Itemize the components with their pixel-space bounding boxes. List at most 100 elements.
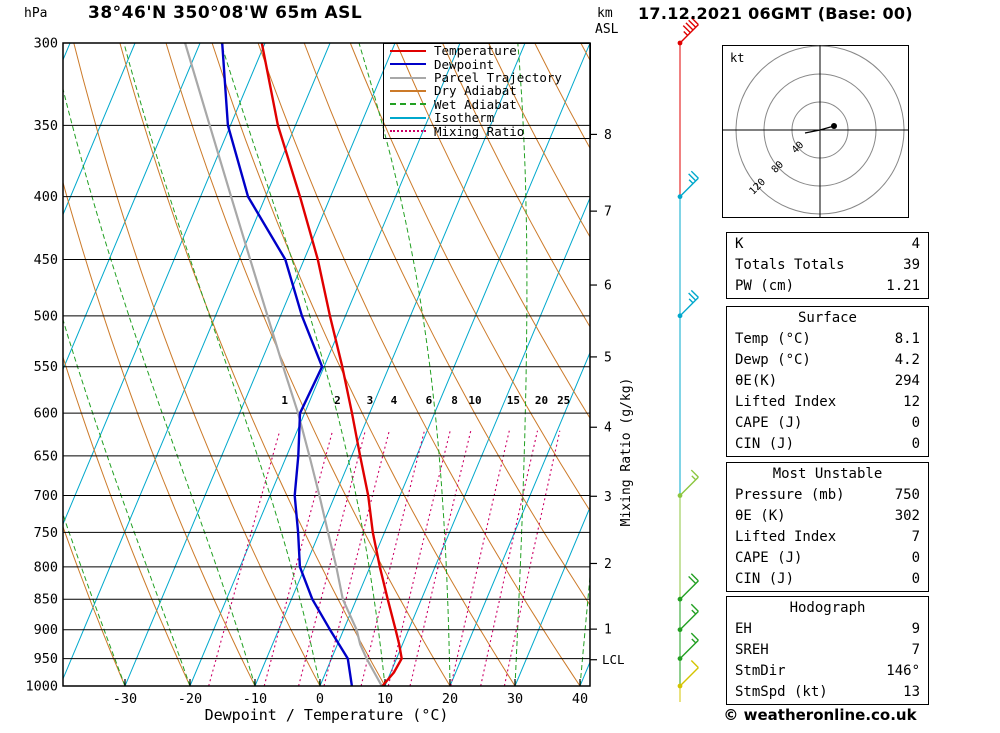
svg-text:2: 2 [604,557,612,572]
row-value: 13 [903,684,920,700]
row-label: Dewp (°C) [735,352,811,368]
table-header: Surface [797,310,857,326]
legend-row: Wet Adiabat [384,98,590,111]
table-row: Lifted Index 7 [727,527,928,548]
hodograph-unit-label: kt [730,51,744,65]
svg-text:1: 1 [604,623,612,638]
svg-text:20: 20 [442,691,458,707]
legend: Temperature Dewpoint Parcel Trajectory Dry … [383,43,591,139]
svg-text:25: 25 [557,394,570,407]
row-value: 294 [894,373,920,389]
skewt-chart: 1 2 3 4 6 8 10 15 20 2530035040045050055060065070… [25,17,699,707]
chart-background-lines [63,43,590,686]
svg-text:300: 300 [34,36,58,52]
svg-text:900: 900 [34,622,58,638]
svg-text:10: 10 [377,691,393,707]
svg-text:-20: -20 [178,691,202,707]
row-value: 750 [894,487,920,503]
table-row: CIN (J) 0 [727,569,928,590]
svg-text:800: 800 [34,559,58,575]
row-label: CAPE (J) [735,415,803,431]
table-row: StmDir 146° [727,661,928,682]
svg-text:0: 0 [316,691,324,707]
row-value: 8.1 [894,331,920,347]
row-label: Temp (°C) [735,331,811,347]
legend-label: Temperature [434,43,517,59]
svg-text:600: 600 [34,406,58,422]
row-label: θE (K) [735,508,786,524]
svg-text:7: 7 [604,205,612,220]
mixing-ratio-labels: 1 2 3 4 6 8 10 15 20 25 [281,394,570,407]
row-value: 12 [903,394,920,410]
table-row: CAPE (J) 0 [727,413,928,434]
row-value: 0 [911,436,920,452]
plot-border [62,42,591,687]
svg-text:2: 2 [334,394,341,407]
row-label: SREH [735,642,769,658]
datetime-title: 17.12.2021 06GMT (Base: 00) [638,4,913,23]
svg-text:550: 550 [34,359,58,375]
svg-text:4: 4 [391,394,398,407]
table-row: CAPE (J) 0 [727,548,928,569]
sounding-profiles [184,43,403,686]
svg-text:LCL: LCL [602,652,625,667]
row-value: 7 [911,642,920,658]
pressure-axis-unit: hPa [24,6,48,21]
svg-text:1: 1 [281,394,288,407]
legend-row: Temperature [384,44,590,57]
svg-text:30: 30 [507,691,523,707]
svg-text:8: 8 [451,394,458,407]
legend-row: Isotherm [384,111,590,124]
row-value: 146° [886,663,920,679]
table-row: θE (K) 302 [727,506,928,527]
row-label: StmDir [735,663,786,679]
row-value: 7 [911,529,920,545]
row-value: 0 [911,415,920,431]
legend-label: Dry Adiabat [434,83,517,99]
svg-text:700: 700 [34,488,58,504]
legend-row: Dewpoint [384,58,590,71]
legend-line-sample [390,63,426,66]
table-row: Lifted Index 12 [727,392,928,413]
svg-text:4: 4 [604,421,612,436]
svg-text:500: 500 [34,308,58,324]
row-label: CIN (J) [735,571,795,587]
legend-label: Dewpoint [434,56,495,72]
svg-text:-10: -10 [243,691,267,707]
hodograph-trace [804,125,835,134]
svg-text:15: 15 [507,394,520,407]
svg-text:950: 950 [34,651,58,667]
svg-text:6: 6 [604,279,612,294]
most-unstable-table: Most Unstable Pressure (mb) 750 θE (K) 302 Li… [726,462,929,592]
svg-text:450: 450 [34,252,58,268]
legend-line-sample [390,49,426,52]
svg-text:3: 3 [604,490,612,505]
svg-text:350: 350 [34,118,58,134]
surface-table: Surface Temp (°C) 8.1 Dewp (°C) 4.2 θE(K) 294 L… [726,306,929,457]
svg-text:-30: -30 [113,691,137,707]
wind-barb-column [677,17,699,702]
legend-line-sample [390,116,426,119]
indices-table: K 4 Totals Totals 39 PW (cm) 1.21 [726,232,929,299]
table-row: θE(K) 294 [727,371,928,392]
row-value: 9 [911,621,920,637]
station-title: 38°46'N 350°08'W 65m ASL [88,3,363,23]
legend-row: Mixing Ratio [384,125,590,138]
row-label: CAPE (J) [735,550,803,566]
svg-text:40: 40 [572,691,588,707]
legend-row: Parcel Trajectory [384,71,590,84]
legend-label: Parcel Trajectory [434,70,562,86]
row-label: PW (cm) [735,278,795,294]
row-label: θE(K) [735,373,778,389]
table-row: Temp (°C) 8.1 [727,329,928,350]
hodograph-table: Hodograph EH 9 SREH 7 StmDir 146° StmSpd (kt) 13 [726,596,929,705]
table-row: StmSpd (kt) 13 [727,682,928,703]
svg-text:8: 8 [604,128,612,143]
row-value: 0 [911,550,920,566]
hodograph-trace-dot [831,123,837,129]
legend-label: Isotherm [434,110,495,126]
row-label: Totals Totals [735,257,845,273]
svg-text:20: 20 [535,394,548,407]
